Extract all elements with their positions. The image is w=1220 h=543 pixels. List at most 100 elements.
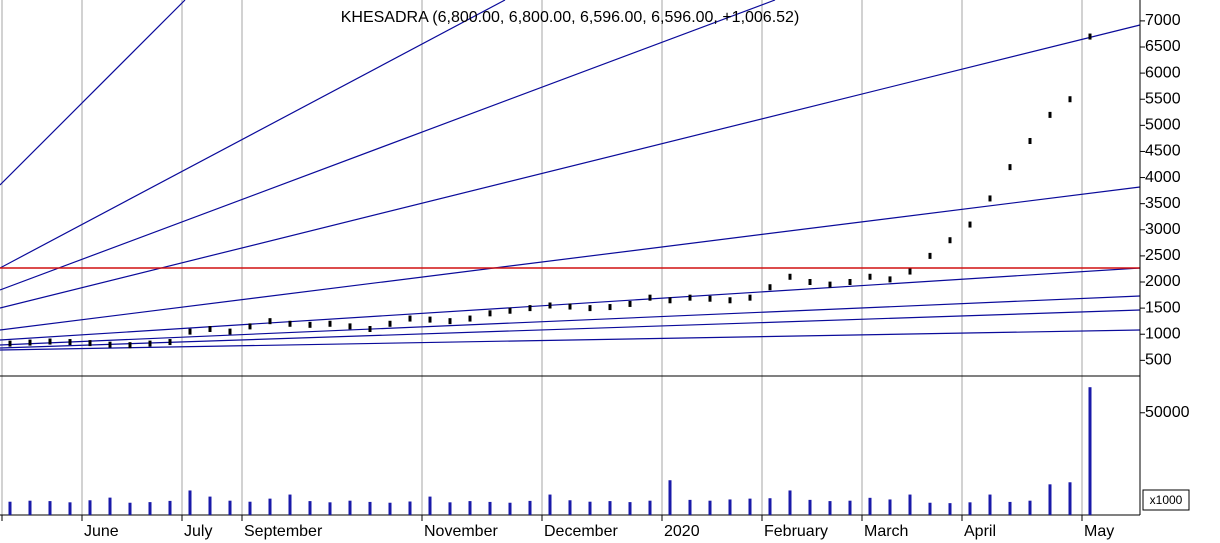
price-mark [328, 320, 332, 327]
volume-bar [348, 500, 352, 515]
y-tick-label: 50000 [1145, 404, 1190, 421]
volume-bar [648, 500, 652, 515]
volume-bar [588, 501, 592, 515]
volume-bar [8, 501, 12, 515]
volume-bar [1088, 387, 1092, 515]
volume-bar [868, 497, 872, 515]
volume-bar [108, 497, 112, 515]
y-tick-label: 7000 [1145, 12, 1181, 29]
volume-bar [308, 501, 312, 515]
price-mark [548, 302, 552, 309]
x-tick-label: September [244, 523, 323, 540]
x-tick-label: February [764, 523, 828, 540]
volume-bar [408, 501, 412, 515]
price-mark [228, 328, 232, 335]
price-mark [928, 252, 932, 259]
volume-bar [1048, 484, 1052, 515]
price-mark [968, 221, 972, 228]
price-mark [888, 276, 892, 283]
price-mark [168, 339, 172, 346]
price-mark [728, 297, 732, 304]
volume-bar [948, 503, 952, 515]
price-mark [568, 303, 572, 310]
volume-bar [128, 502, 132, 515]
price-mark [588, 305, 592, 312]
volume-bar [1008, 501, 1012, 515]
price-mark [828, 281, 832, 288]
price-mark [488, 310, 492, 317]
volume-bar [668, 480, 672, 515]
price-mark [528, 305, 532, 312]
price-mark [688, 294, 692, 301]
price-mark [628, 300, 632, 307]
volume-bar [1068, 482, 1072, 515]
price-mark [908, 268, 912, 275]
volume-bar [448, 502, 452, 515]
x-tick-label: June [84, 523, 119, 540]
volume-bar [888, 499, 892, 515]
volume-bar [488, 501, 492, 515]
x-tick-label: May [1084, 523, 1114, 540]
volume-bar [428, 496, 432, 515]
price-mark [8, 340, 12, 347]
x-tick-label: November [424, 523, 498, 540]
volume-bar [28, 500, 32, 515]
price-mark [668, 297, 672, 304]
volume-bar [268, 498, 272, 515]
price-mark [188, 328, 192, 335]
price-mark [868, 273, 872, 280]
price-mark [808, 279, 812, 285]
volume-bar [328, 502, 332, 515]
unit-box [1142, 489, 1190, 511]
price-mark [608, 304, 612, 311]
y-tick-label: 4000 [1145, 169, 1181, 186]
price-mark [648, 294, 652, 301]
price-mark [768, 284, 772, 291]
volume-bar [768, 498, 772, 515]
price-mark [148, 340, 152, 347]
volume-bar [368, 501, 372, 515]
y-tick-label: 1500 [1145, 299, 1181, 316]
price-mark [48, 338, 52, 345]
volume-bar [548, 494, 552, 515]
price-mark [1068, 96, 1072, 103]
price-mark [1008, 164, 1012, 171]
volume-bar [68, 502, 72, 515]
volume-bar [728, 499, 732, 515]
volume-bar [508, 502, 512, 515]
y-tick-label: 2000 [1145, 273, 1181, 290]
x-tick-label: April [964, 523, 996, 540]
y-tick-label: 4500 [1145, 143, 1181, 160]
price-mark [68, 339, 72, 346]
price-mark [468, 315, 472, 322]
volume-bar [88, 500, 92, 515]
gann-lines [0, 0, 1141, 351]
y-tick-label: 5000 [1145, 117, 1181, 134]
price-mark [308, 321, 312, 328]
volume-bar [908, 494, 912, 515]
volume-bar [688, 499, 692, 515]
y-tick-label: 5500 [1145, 90, 1181, 107]
unit-label: x1000 [1150, 493, 1183, 507]
x-tick-label: March [864, 523, 908, 540]
price-mark [428, 316, 432, 323]
price-mark [948, 237, 952, 244]
volume-bar [988, 494, 992, 515]
price-mark [988, 195, 992, 202]
price-mark [1048, 111, 1052, 118]
y-tick-label: 1000 [1145, 325, 1181, 342]
y-tick-label: 3000 [1145, 221, 1181, 238]
volume-bar [788, 490, 792, 515]
x-tick-label: July [184, 523, 212, 540]
y-tick-label: 3500 [1145, 195, 1181, 212]
price-mark [1088, 33, 1092, 40]
volume-bar [828, 501, 832, 515]
volume-bar [208, 496, 212, 515]
volume-bar [628, 502, 632, 515]
price-mark [208, 326, 212, 332]
price-mark [128, 342, 132, 349]
price-mark [368, 326, 372, 332]
price-mark [348, 323, 352, 330]
price-mark [388, 320, 392, 327]
